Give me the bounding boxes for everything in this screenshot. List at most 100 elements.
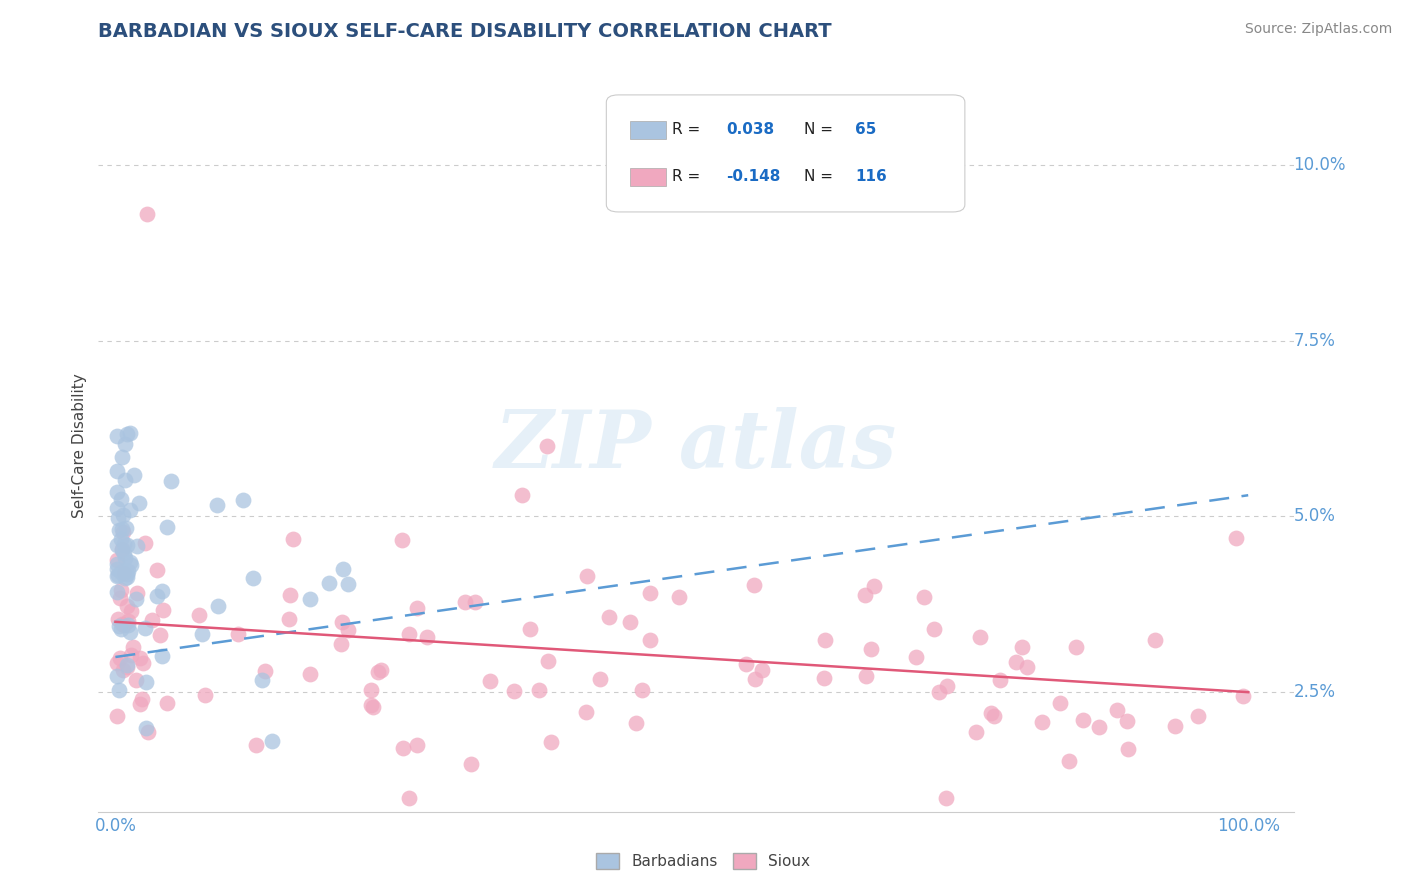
Text: 10.0%: 10.0% [1294,156,1346,174]
Point [132,656,155,670]
Point [1116,742,1139,756]
Point [398,626,420,640]
Point [131,691,153,706]
Point [122,468,145,483]
Point [668,591,690,605]
Point [529,683,551,698]
Point [454,595,477,609]
Text: N =: N = [804,169,838,185]
Point [107,568,129,582]
Point [117,599,139,614]
Point [638,633,661,648]
Point [105,657,128,671]
Point [298,667,321,681]
Point [125,673,148,687]
Point [107,612,129,626]
Point [862,579,884,593]
Point [1057,754,1080,768]
Point [250,673,273,687]
Point [111,542,134,557]
Point [278,588,301,602]
Point [110,491,132,506]
Point [120,625,142,640]
Point [1015,660,1038,674]
Point [360,683,382,698]
Point [478,674,501,689]
Point [398,790,420,805]
Point [125,539,148,553]
Point [742,577,765,591]
FancyBboxPatch shape [630,168,666,186]
Point [188,607,211,622]
Point [1225,531,1247,545]
Point [598,610,620,624]
Point [117,538,139,552]
Point [536,439,558,453]
Point [1071,713,1094,727]
Point [965,724,987,739]
Point [1144,633,1167,648]
Point [853,588,876,602]
Point [253,664,276,678]
Point [125,592,148,607]
Point [232,493,254,508]
Point [744,672,766,686]
Point [120,425,142,440]
Point [859,641,882,656]
Text: R =: R = [672,169,706,185]
Point [619,615,641,630]
Point [1031,715,1053,730]
Point [105,464,128,478]
Point [117,618,139,632]
Point [336,577,359,591]
Point [336,623,359,637]
Point [150,583,173,598]
Point [983,709,1005,723]
Point [575,706,598,720]
Point [128,496,150,510]
Point [111,542,134,557]
Point [111,522,134,536]
Point [105,709,128,723]
Legend: Barbadians, Sioux: Barbadians, Sioux [591,847,815,875]
Point [118,503,141,517]
Point [105,669,128,683]
Point [406,739,429,753]
Point [107,562,129,576]
Point [105,568,128,582]
Point [110,565,132,579]
Point [152,649,174,664]
Point [111,663,134,677]
Point [111,524,134,539]
Point [245,739,267,753]
Point [114,473,136,487]
Text: 7.5%: 7.5% [1294,332,1336,350]
Point [136,207,159,221]
Point [156,696,179,710]
Point [108,523,131,537]
Point [114,551,136,566]
Point [105,429,128,443]
Point [105,485,128,500]
Point [107,683,129,698]
Text: R =: R = [672,122,706,136]
Point [370,663,392,677]
Point [912,590,935,604]
Point [979,706,1001,721]
Point [1064,640,1087,654]
Point [120,648,142,663]
Text: 5.0%: 5.0% [1294,508,1336,525]
Point [332,562,354,576]
Point [228,627,250,641]
Point [391,533,413,548]
Text: 2.5%: 2.5% [1294,683,1336,701]
Point [105,585,128,599]
Point [1105,703,1128,717]
Point [367,665,389,679]
Point [1187,709,1209,723]
Point [117,564,139,578]
Point [105,500,128,515]
Point [735,657,758,671]
Point [935,790,957,805]
Point [277,612,299,626]
